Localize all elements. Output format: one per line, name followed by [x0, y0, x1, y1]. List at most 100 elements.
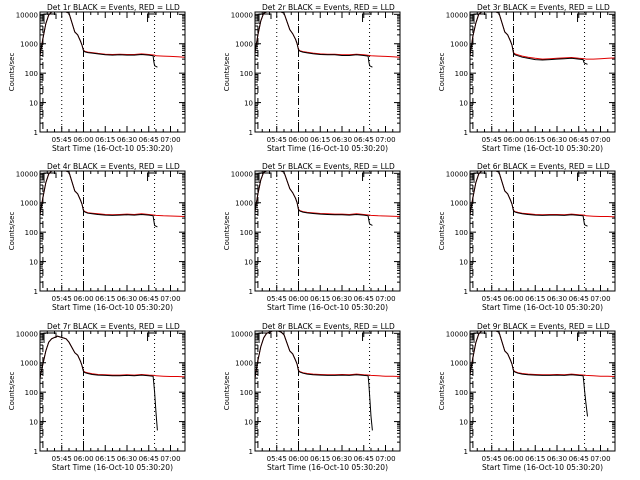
x-tick-label: 07:00: [160, 136, 180, 144]
series-line-events: [40, 12, 158, 68]
series-line-events: [40, 335, 158, 431]
bracket-marker-left: [258, 332, 272, 343]
series-group: [255, 171, 400, 226]
y-tick-label: 1000: [450, 41, 468, 49]
x-axis-label: Start Time (16-Oct-10 05:30:20): [267, 303, 388, 312]
x-tick-label: 06:30: [332, 136, 352, 144]
y-tick-label: 10: [459, 100, 468, 108]
y-tick-label: 1000: [20, 41, 38, 49]
x-tick-label: 06:00: [73, 136, 93, 144]
y-tick-label: 1000: [235, 41, 253, 49]
series-group: [255, 12, 400, 68]
chart-panel-2: 1 10 100 1000 10000 05:45 06:00 06:15 06:30 06:45…: [223, 3, 401, 153]
chart-title: Det 2r BLACK = Events, RED = LLD: [262, 3, 395, 12]
y-tick-label: 10: [244, 100, 253, 108]
chart-panel-3: 1 10 100 1000 10000 05:45 06:00 06:15 06:30 06:45…: [438, 3, 616, 153]
series-line-lld: [255, 171, 400, 217]
x-tick-label: 06:30: [547, 295, 567, 303]
chart-panel-9: 1 10 100 1000 10000 05:45 06:00 06:15 06:30 06:45…: [438, 322, 616, 472]
x-axis-label: Start Time (16-Oct-10 05:30:20): [482, 144, 603, 153]
y-tick-label: 10: [459, 259, 468, 267]
series-line-events: [470, 331, 588, 417]
chart-title: Det 3r BLACK = Events, RED = LLD: [477, 3, 610, 12]
y-tick-label: 10000: [231, 170, 253, 178]
x-tick-label: 05:45: [267, 136, 287, 144]
y-tick-label: 1000: [20, 360, 38, 368]
y-tick-label: 10: [459, 419, 468, 427]
x-tick-label: 06:30: [547, 136, 567, 144]
y-tick-label: 100: [240, 229, 253, 237]
y-axis-label: Counts/sec: [8, 372, 16, 411]
series-line-lld: [470, 12, 615, 60]
series-line-events: [470, 12, 588, 65]
x-tick-label: 06:15: [525, 136, 545, 144]
x-tick-label: 06:45: [569, 295, 589, 303]
y-tick-label: 1: [34, 448, 38, 456]
y-tick-label: 10: [29, 100, 38, 108]
x-axis-label: Start Time (16-Oct-10 05:30:20): [52, 144, 173, 153]
series-line-lld: [470, 331, 615, 377]
x-tick-label: 06:45: [139, 136, 159, 144]
series-group: [470, 12, 615, 65]
y-tick-label: 1: [34, 288, 38, 296]
y-axis-label: Counts/sec: [438, 53, 446, 92]
y-tick-label: 10000: [446, 170, 468, 178]
x-tick-label: 06:00: [73, 455, 93, 463]
bracket-marker-right: [362, 332, 372, 341]
series-group: [40, 335, 185, 431]
bracket-marker-right: [147, 332, 157, 341]
x-tick-label: 06:00: [288, 295, 308, 303]
bracket-marker-right: [147, 172, 157, 181]
x-tick-label: 06:45: [354, 295, 374, 303]
x-tick-label: 05:45: [482, 136, 502, 144]
y-axis-label: Counts/sec: [8, 53, 16, 92]
x-tick-label: 07:00: [590, 455, 610, 463]
y-axis-label: Counts/sec: [8, 212, 16, 251]
y-tick-label: 100: [240, 389, 253, 397]
x-tick-label: 06:45: [354, 455, 374, 463]
chart-title: Det 4r BLACK = Events, RED = LLD: [47, 162, 180, 171]
x-axis-label: Start Time (16-Oct-10 05:30:20): [267, 144, 388, 153]
y-tick-label: 100: [25, 229, 38, 237]
x-tick-label: 06:15: [95, 295, 115, 303]
x-tick-label: 07:00: [375, 136, 395, 144]
x-tick-label: 07:00: [375, 295, 395, 303]
bracket-marker-left: [258, 172, 272, 183]
x-tick-label: 06:00: [288, 455, 308, 463]
y-tick-label: 10: [29, 419, 38, 427]
bracket-marker-right: [577, 172, 587, 181]
x-tick-label: 06:30: [547, 455, 567, 463]
bracket-marker-left: [473, 13, 487, 24]
x-tick-label: 06:45: [354, 136, 374, 144]
bracket-marker-right: [577, 13, 587, 22]
y-tick-label: 10: [244, 419, 253, 427]
series-line-lld: [255, 12, 400, 58]
y-tick-label: 1000: [450, 360, 468, 368]
x-tick-label: 06:00: [503, 295, 523, 303]
x-tick-label: 06:15: [310, 136, 330, 144]
y-tick-label: 100: [25, 70, 38, 78]
y-tick-label: 10000: [446, 330, 468, 338]
x-tick-label: 07:00: [590, 136, 610, 144]
y-tick-label: 100: [455, 229, 468, 237]
x-tick-label: 06:30: [332, 295, 352, 303]
series-line-events: [255, 171, 373, 226]
series-line-lld: [40, 12, 185, 58]
y-tick-label: 1: [464, 129, 468, 137]
x-tick-label: 05:45: [267, 295, 287, 303]
x-axis-label: Start Time (16-Oct-10 05:30:20): [52, 463, 173, 472]
y-tick-label: 10000: [231, 11, 253, 19]
y-tick-label: 1: [34, 129, 38, 137]
y-tick-label: 1000: [235, 360, 253, 368]
chart-title: Det 6r BLACK = Events, RED = LLD: [477, 162, 610, 171]
y-axis-label: Counts/sec: [223, 53, 231, 92]
x-axis-label: Start Time (16-Oct-10 05:30:20): [267, 463, 388, 472]
chart-title: Det 8r BLACK = Events, RED = LLD: [262, 322, 395, 331]
x-tick-label: 06:45: [569, 136, 589, 144]
series-group: [470, 171, 615, 227]
x-axis-label: Start Time (16-Oct-10 05:30:20): [52, 303, 173, 312]
series-line-lld: [470, 171, 615, 218]
bracket-marker-left: [258, 13, 272, 24]
y-tick-label: 10000: [16, 11, 38, 19]
bracket-marker-right: [362, 13, 372, 22]
